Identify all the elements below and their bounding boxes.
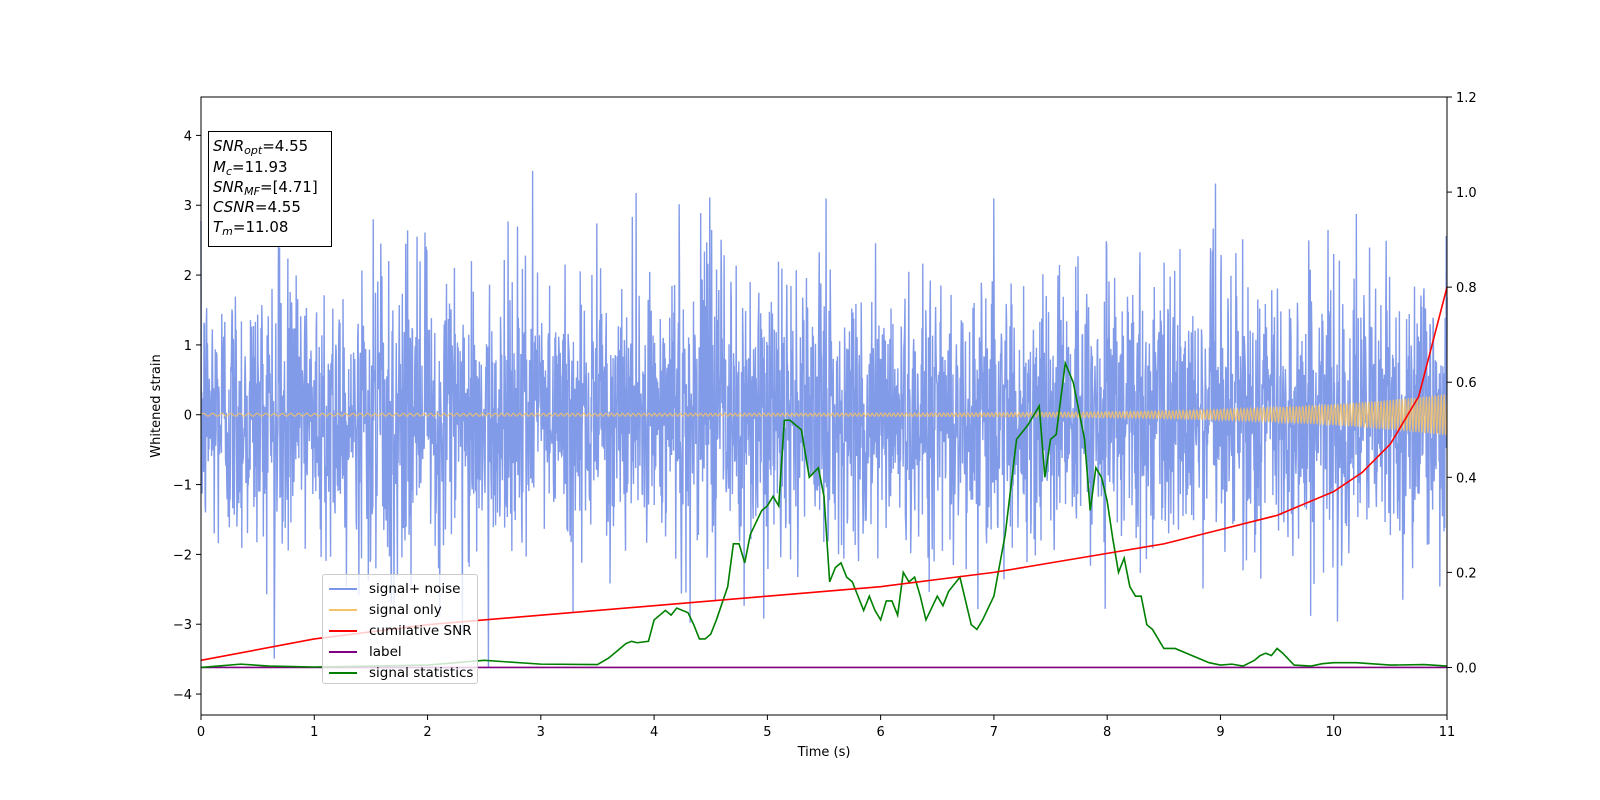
legend: signal+ noise signal only cumilative SNR… (322, 574, 478, 684)
y-axis-label: Whitened strain (149, 354, 164, 457)
y-left-tick-label: −4 (173, 688, 192, 703)
legend-item-signal-statistics: signal statistics (329, 662, 477, 683)
series-signal-noise-line (200, 170, 1448, 668)
plot-frame (200, 96, 1448, 716)
y-right-tick-label: 1.2 (1456, 91, 1477, 106)
x-tick-label: 10 (1325, 725, 1342, 740)
y-right-tick-label: 0.8 (1456, 281, 1477, 296)
y-right-tick-label: 1.0 (1456, 186, 1477, 201)
legend-item-signal-noise: signal+ noise (329, 578, 477, 599)
legend-swatch-label (329, 650, 357, 653)
info-mc-value: =11.93 (232, 157, 288, 176)
info-csnr: CSNR=4.55 (213, 198, 301, 216)
y-left-tick-label: 1 (184, 339, 192, 354)
series-signal-only-line (200, 394, 1448, 436)
x-tick-label: 11 (1439, 725, 1456, 740)
y-left-tick-label: −2 (173, 548, 192, 563)
info-snr-mf-value: =[4.71] (260, 178, 318, 196)
x-tick-label: 4 (650, 725, 658, 740)
series-signal-statistics-line (200, 360, 1448, 669)
series-cumulative-snr-line (200, 286, 1448, 662)
x-tick-label: 9 (1216, 725, 1224, 740)
x-tick-label: 0 (197, 725, 205, 740)
x-tick-label: 8 (1103, 725, 1111, 740)
info-tm-value: =11.08 (232, 218, 289, 236)
x-tick-label: 6 (876, 725, 884, 740)
y-left-tick-label: 0 (184, 409, 192, 424)
x-tick-label: 1 (310, 725, 318, 740)
info-tm: Tm=11.08 (213, 218, 289, 238)
legend-swatch-signal-statistics (329, 671, 357, 674)
legend-swatch-signal-only (329, 608, 357, 611)
info-mc: Mc=11.93 (213, 157, 288, 178)
legend-item-label: label (329, 641, 477, 662)
info-snr-mf: SNRMF=[4.71] (213, 178, 318, 198)
legend-swatch-cumulative-snr (329, 629, 357, 632)
y-right-tick-label: 0.4 (1456, 471, 1477, 486)
legend-item-signal-only: signal only (329, 599, 477, 620)
x-tick-label: 3 (537, 725, 545, 740)
legend-item-cumulative-snr: cumilative SNR (329, 620, 477, 641)
y-left-tick-label: 2 (184, 269, 192, 284)
legend-label-signal-statistics: signal statistics (369, 664, 474, 681)
legend-label-label: label (369, 643, 402, 660)
x-tick-label: 2 (423, 725, 431, 740)
legend-swatch-signal-noise (329, 587, 357, 590)
y-right-tick-label: 0.0 (1456, 661, 1477, 676)
y-left-tick-label: 4 (184, 129, 192, 144)
legend-label-signal-noise: signal+ noise (369, 580, 461, 597)
info-csnr-value: =4.55 (254, 198, 301, 216)
x-axis-label: Time (s) (797, 745, 851, 760)
x-tick-label: 5 (763, 725, 771, 740)
legend-label-signal-only: signal only (369, 601, 442, 618)
y-right-tick-label: 0.2 (1456, 566, 1477, 581)
info-snr-opt-value: =4.55 (262, 137, 309, 155)
info-snr-opt: SNRopt=4.55 (213, 137, 309, 157)
y-left-tick-label: 3 (184, 199, 192, 214)
y-left-tick-label: −1 (173, 479, 192, 494)
x-tick-label: 7 (990, 725, 998, 740)
legend-label-cumulative-snr: cumilative SNR (369, 622, 472, 639)
y-left-tick-label: −3 (173, 618, 192, 633)
snr-info-box: SNRopt=4.55 Mc=11.93 SNRMF=[4.71] CSNR=4… (208, 131, 332, 247)
y-right-tick-label: 0.6 (1456, 376, 1477, 391)
